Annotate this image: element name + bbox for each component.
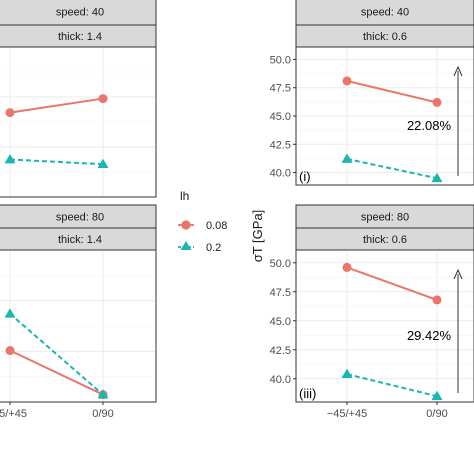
data-point-circle <box>342 76 352 86</box>
panel-border <box>295 249 474 403</box>
annotation-percentage: 22.08% <box>407 118 452 133</box>
y-tick-label: 50.0 <box>270 258 291 270</box>
legend-label-2: 0.2 <box>206 242 221 254</box>
y-tick-label: 42.5 <box>270 345 291 357</box>
legend-key-triangle <box>180 241 192 250</box>
facet-strip-label: thick: 1.4 <box>58 234 102 246</box>
data-point-circle <box>342 262 352 272</box>
y-tick-label: 40.0 <box>270 168 291 180</box>
panel-bottom-right: speed: 80 thick: 0.6 40.0 42.5 45.0 47.5 50.0 −… <box>270 204 474 420</box>
annotation-arrow-head <box>453 65 463 77</box>
data-point-circle <box>432 97 442 107</box>
data-point-circle <box>432 295 442 305</box>
series-line-0.08 <box>346 266 438 301</box>
y-tick-label: 47.5 <box>270 83 291 95</box>
data-point-circle <box>5 346 15 356</box>
panel-border <box>0 46 157 198</box>
data-point-triangle <box>4 154 16 164</box>
x-tick-label: 0/90 <box>426 408 447 420</box>
facet-strip <box>295 0 474 26</box>
data-point-triangle <box>97 389 109 399</box>
panel-top-left: speed: 40 thick: 1.4 <box>0 0 157 198</box>
facet-strip-label: thick: 1.4 <box>58 31 102 43</box>
data-point-triangle <box>97 158 109 169</box>
y-tick-label: 42.5 <box>270 139 291 151</box>
panel-border <box>0 249 157 403</box>
series-line-0.08 <box>9 349 104 396</box>
legend-title: lh <box>180 189 189 203</box>
facet-strip-label: thick: 0.6 <box>363 234 407 246</box>
y-axis-label: σT [GPa] <box>250 210 265 263</box>
panel-tag: (iii) <box>299 386 316 401</box>
annotation-percentage: 29.42% <box>407 328 452 343</box>
series-line-0.2 <box>9 312 104 396</box>
facet-strip-label: speed: 80 <box>361 212 409 224</box>
data-point-circle <box>98 94 108 104</box>
legend-label-1: 0.08 <box>206 220 227 232</box>
data-point-triangle <box>431 390 443 401</box>
facet-strip-label: thick: 0.6 <box>363 31 407 43</box>
panel-bottom-left: speed: 80 thick: 1.4 45/+45 0/90 <box>0 204 157 420</box>
data-point-triangle <box>4 308 16 318</box>
series-line-0.08 <box>346 79 438 104</box>
y-tick-label: 47.5 <box>270 287 291 299</box>
y-tick-label: 45.0 <box>270 316 291 328</box>
panel-tag: (i) <box>299 169 311 184</box>
panels-layer: speed: 40 thick: 1.4 speed: 80 thick: 1.4 45… <box>0 0 474 420</box>
panel-background <box>296 250 474 402</box>
x-tick-label: 0/90 <box>92 408 113 420</box>
y-tick-label: 50.0 <box>270 54 291 66</box>
panel-top-right: speed: 40 thick: 0.6 40.0 42.5 45.0 47.5 50.0 2… <box>270 0 474 186</box>
annotation-arrow-head <box>453 268 463 280</box>
y-tick-label: 40.0 <box>270 374 291 386</box>
facet-strip-label: speed: 40 <box>361 7 409 19</box>
legend: lh 0.08 0.2 <box>178 189 227 254</box>
x-tick-label: 45/+45 <box>0 408 27 420</box>
series-line-0.2 <box>346 158 438 180</box>
data-point-triangle <box>341 153 353 163</box>
data-point-triangle <box>431 172 443 183</box>
data-point-triangle <box>341 368 353 379</box>
data-point-circle <box>5 108 15 118</box>
facet-strip-label: speed: 80 <box>56 212 104 224</box>
facet-strip <box>0 0 157 26</box>
y-tick-label: 45.0 <box>270 111 291 123</box>
x-tick-label: −45/+45 <box>327 408 367 420</box>
facet-strip-label: speed: 40 <box>56 7 104 19</box>
series-line-0.08 <box>9 97 104 114</box>
